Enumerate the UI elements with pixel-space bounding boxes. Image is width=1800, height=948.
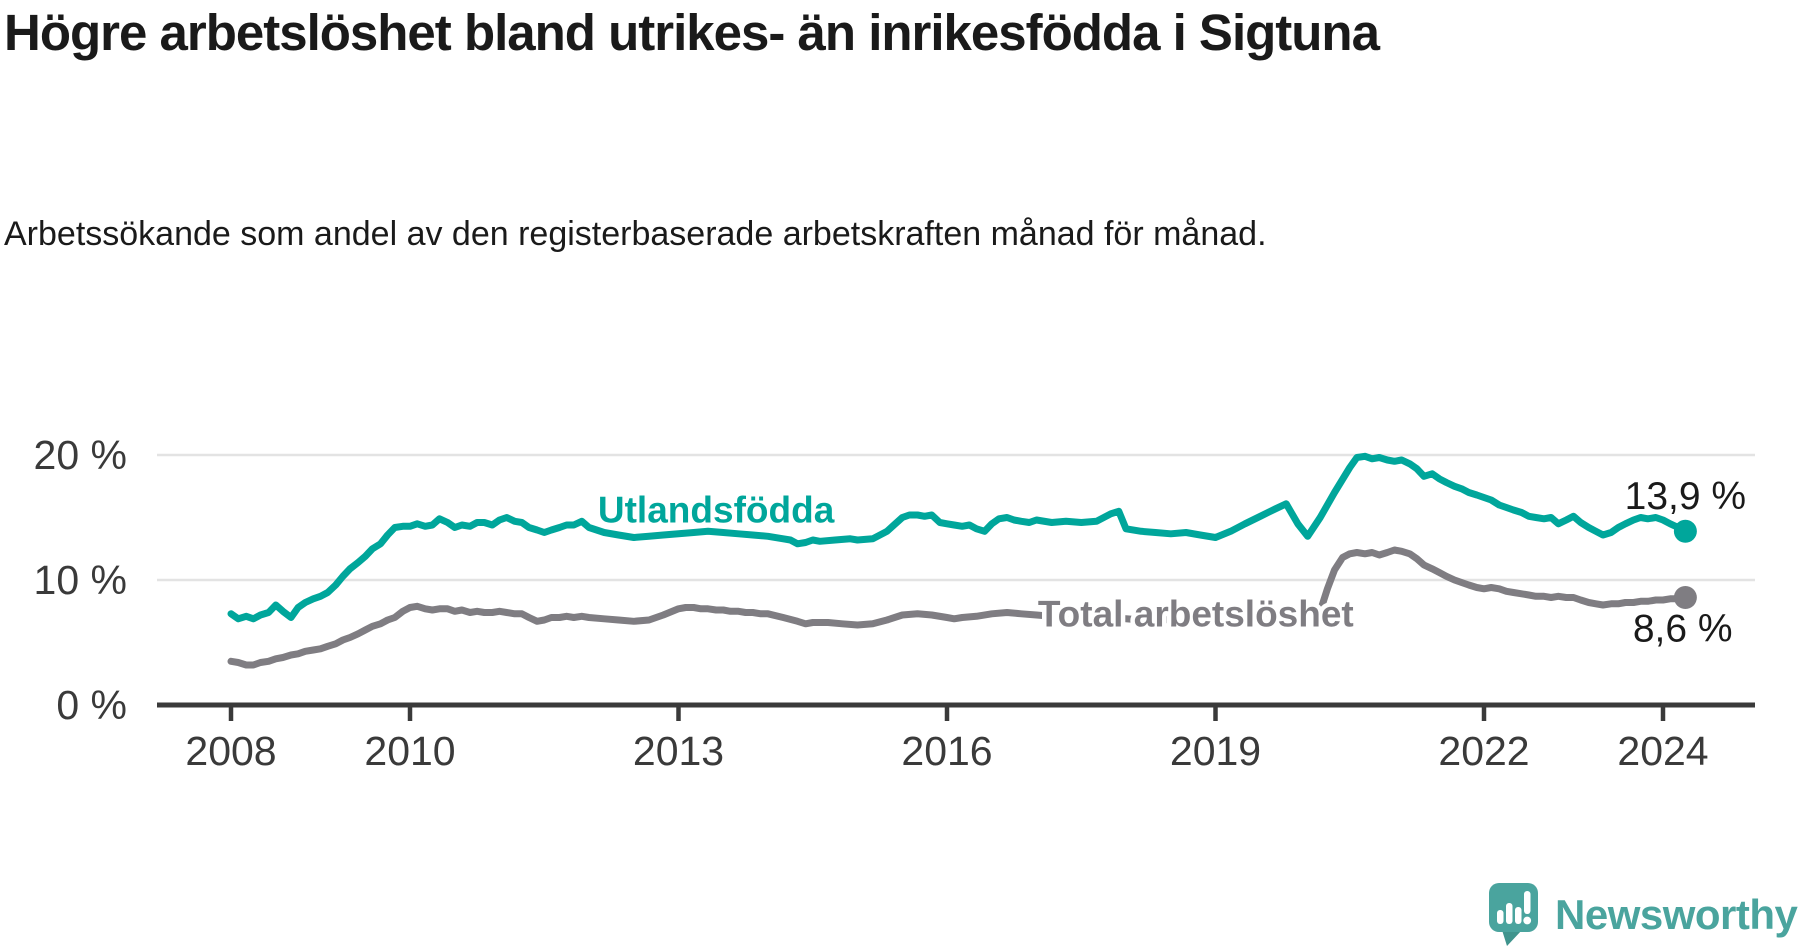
newsworthy-chart-bubble-icon xyxy=(1489,883,1538,946)
series-end-value-total-arbetsloshet: 8,6 % xyxy=(1633,607,1733,650)
series-end-dot-total-arbetsloshet xyxy=(1673,586,1697,609)
y-axis-label: 10 % xyxy=(34,557,127,603)
logo-bar-chart-icon xyxy=(1497,903,1522,924)
newsworthy-logo-text: Newsworthy xyxy=(1555,891,1798,938)
logo-exclamation-icon xyxy=(1523,891,1532,925)
x-axis-label: 2019 xyxy=(1170,728,1261,774)
x-axis-label: 2008 xyxy=(185,728,276,774)
y-axis-label: 0 % xyxy=(56,682,127,728)
chart-title: Högre arbetslöshet bland utrikes- än inr… xyxy=(4,4,1380,61)
logo-bubble-tail xyxy=(1502,930,1522,946)
x-axis-label: 2010 xyxy=(364,728,455,774)
series-end-value-utlandsfodda: 13,9 % xyxy=(1625,475,1746,518)
x-axis-label: 2013 xyxy=(633,728,724,774)
logo-bubble xyxy=(1489,883,1538,932)
x-axis-label: 2016 xyxy=(901,728,992,774)
series-line-utlandsfodda xyxy=(227,452,1689,623)
newsworthy-logo: Newsworthy xyxy=(1488,882,1798,948)
series-label-total-arbetsloshet: Total arbetslöshet xyxy=(1038,593,1354,634)
y-axis-label: 20 % xyxy=(34,432,127,478)
series-end-dot-utlandsfodda xyxy=(1673,519,1697,543)
chart-subtitle: Arbetssökande som andel av den registerb… xyxy=(4,215,1267,253)
series-label-utlandsfodda: Utlandsfödda xyxy=(598,490,835,531)
series-line-total-arbetsloshet xyxy=(227,546,1689,669)
x-axis-label: 2024 xyxy=(1617,728,1708,774)
x-axis-label: 2022 xyxy=(1438,728,1529,774)
